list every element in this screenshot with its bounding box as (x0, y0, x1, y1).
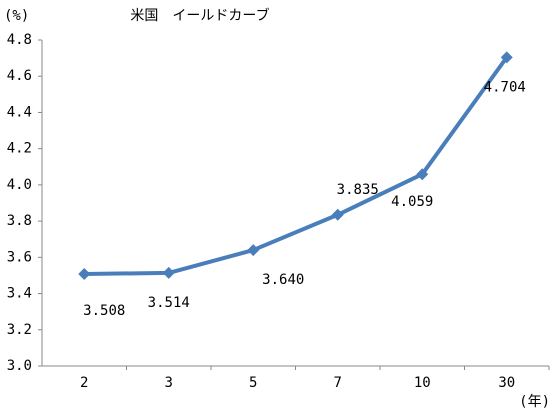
data-label: 4.704 (484, 79, 526, 95)
marker (331, 208, 344, 221)
chart-title: 米国 イールドカーブ (130, 7, 269, 24)
marker (416, 168, 429, 181)
y-tick-label: 4.8 (7, 32, 32, 48)
data-label: 3.835 (337, 182, 379, 198)
x-tick-label: 30 (498, 375, 515, 391)
y-unit: (%) (4, 8, 29, 24)
x-tick-label: 2 (80, 375, 88, 391)
y-tick-label: 4.4 (7, 104, 32, 120)
x-tick-label: 10 (414, 375, 431, 391)
marker (500, 51, 513, 64)
y-tick-label: 4.0 (7, 177, 32, 193)
marker (162, 266, 175, 279)
y-tick-label: 3.6 (7, 249, 32, 265)
y-tick-label: 3.8 (7, 213, 32, 229)
x-tick-label: 7 (334, 375, 342, 391)
y-tick-label: 3.0 (7, 358, 32, 374)
marker (78, 267, 91, 280)
x-tick-label: 5 (249, 375, 257, 391)
y-tick-label: 3.2 (7, 322, 32, 338)
x-unit: (年) (519, 394, 550, 410)
data-label: 3.514 (148, 295, 190, 311)
data-label: 3.640 (262, 272, 304, 288)
y-tick-label: 4.6 (7, 68, 32, 84)
data-label: 3.508 (83, 303, 125, 319)
data-label: 4.059 (391, 194, 433, 210)
y-tick-label: 3.4 (7, 286, 32, 302)
y-tick-label: 4.2 (7, 141, 32, 157)
line (84, 56, 509, 276)
marker (247, 244, 260, 257)
x-tick-label: 3 (165, 375, 173, 391)
